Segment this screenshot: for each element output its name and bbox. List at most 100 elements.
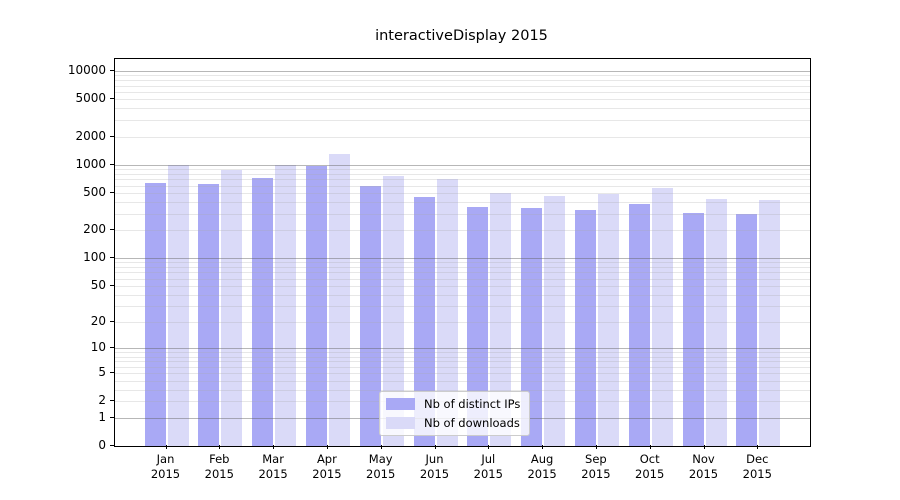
y-tick-label: 500 — [83, 184, 106, 199]
bars-layer — [115, 59, 810, 446]
x-tick-year: 2015 — [419, 467, 450, 481]
x-tick-mark — [326, 445, 328, 449]
minor-gridline — [115, 322, 810, 323]
x-tick-label-aug: Aug 2015 — [527, 452, 556, 482]
x-tick-month: Jul — [481, 452, 496, 466]
y-tick-mark — [110, 445, 114, 446]
y-tick-label: 10000 — [67, 63, 106, 77]
y-tick-label: 2000 — [75, 128, 106, 143]
y-tick-mark — [110, 347, 114, 349]
minor-gridline — [115, 230, 810, 232]
x-tick-year: 2015 — [258, 467, 288, 481]
x-tick-month: Jun — [425, 452, 444, 466]
minor-gridline — [115, 108, 810, 110]
legend-swatch — [386, 398, 415, 410]
minor-gridline — [115, 173, 810, 175]
legend-label: Nb of downloads — [424, 416, 520, 430]
bar-distinct-ips-mar — [252, 178, 274, 446]
x-tick-label-dec: Dec 2015 — [743, 452, 772, 482]
y-tick-label: 10 — [90, 340, 106, 355]
bar-downloads-oct — [651, 187, 673, 446]
bar-downloads-jul — [490, 192, 512, 446]
bar-distinct-ips-jul — [467, 207, 489, 446]
x-tick-label-mar: Mar 2015 — [258, 452, 287, 482]
bar-distinct-ips-nov — [682, 213, 704, 446]
y-tick-mark — [110, 98, 114, 100]
minor-gridline — [115, 366, 810, 368]
minor-gridline — [115, 85, 810, 87]
x-tick-mark — [434, 445, 436, 449]
x-tick-label-sep: Sep 2015 — [581, 452, 610, 482]
y-tick-mark — [110, 70, 114, 71]
minor-gridline — [115, 267, 810, 269]
x-tick-mark — [595, 445, 597, 449]
bar-distinct-ips-sep — [574, 209, 596, 446]
y-tick-mark — [110, 284, 114, 286]
major-gridline — [115, 348, 810, 350]
x-tick-mark — [757, 445, 759, 449]
x-tick-mark — [165, 445, 167, 449]
y-tick-mark — [110, 135, 114, 137]
bar-distinct-ips-feb — [198, 184, 220, 446]
y-tick-label: 1000 — [75, 156, 106, 171]
x-tick-year: 2015 — [366, 467, 396, 481]
bar-downloads-nov — [705, 199, 727, 446]
minor-gridline — [115, 373, 810, 374]
x-tick-year: 2015 — [150, 467, 181, 481]
x-tick-label-feb: Feb 2015 — [205, 452, 234, 482]
minor-gridline — [115, 352, 810, 354]
x-tick-year: 2015 — [581, 467, 611, 481]
x-tick-year: 2015 — [312, 467, 342, 481]
x-tick-year: 2015 — [473, 467, 503, 481]
x-tick-month: Mar — [262, 452, 284, 466]
y-tick-mark — [110, 416, 114, 418]
minor-gridline — [115, 202, 810, 203]
x-tick-month: Jan — [156, 452, 175, 466]
x-tick-label-nov: Nov 2015 — [689, 452, 718, 482]
minor-gridline — [115, 99, 810, 101]
bar-distinct-ips-oct — [628, 204, 650, 446]
x-tick-month: Apr — [316, 452, 337, 466]
y-tick-label: 100 — [83, 250, 106, 265]
x-tick-month: Sep — [585, 452, 607, 466]
x-tick-label-apr: Apr 2015 — [312, 452, 341, 482]
x-tick-mark — [219, 445, 221, 449]
bar-distinct-ips-aug — [521, 208, 543, 446]
bar-downloads-sep — [597, 193, 619, 446]
legend-label: Nb of distinct IPs — [424, 397, 521, 411]
x-tick-month: May — [368, 452, 393, 466]
minor-gridline — [115, 192, 810, 194]
y-tick-mark — [110, 321, 114, 322]
y-tick-label: 5000 — [75, 91, 106, 106]
x-tick-label-jul: Jul 2015 — [474, 452, 503, 482]
legend: Nb of distinct IPs Nb of downloads — [379, 391, 531, 436]
minor-gridline — [115, 136, 810, 138]
y-tick-label: 0 — [98, 438, 106, 452]
x-tick-month: Oct — [639, 452, 660, 466]
y-tick-mark — [110, 163, 114, 165]
chart-title: interactiveDisplay 2015 — [375, 28, 548, 44]
legend-item-distinct-ips: Nb of distinct IPs — [386, 397, 520, 411]
minor-gridline — [115, 80, 810, 82]
bar-downloads-jun — [436, 179, 458, 446]
x-tick-mark — [273, 445, 275, 449]
x-tick-mark — [703, 445, 705, 449]
minor-gridline — [115, 278, 810, 280]
x-tick-label-jun: Jun 2015 — [420, 452, 449, 482]
minor-gridline — [115, 120, 810, 121]
grid-layer — [115, 59, 810, 446]
minor-gridline — [115, 75, 810, 77]
y-tick-mark — [110, 372, 114, 373]
minor-gridline — [115, 213, 810, 215]
y-tick-mark — [110, 257, 114, 259]
bar-distinct-ips-may — [359, 186, 381, 446]
minor-gridline — [115, 285, 810, 287]
minor-gridline — [115, 294, 810, 296]
minor-gridline — [115, 185, 810, 187]
minor-gridline — [115, 389, 810, 391]
major-gridline — [115, 258, 810, 260]
y-tick-mark — [110, 191, 114, 193]
y-tick-mark — [110, 229, 114, 231]
x-tick-mark — [542, 445, 544, 449]
